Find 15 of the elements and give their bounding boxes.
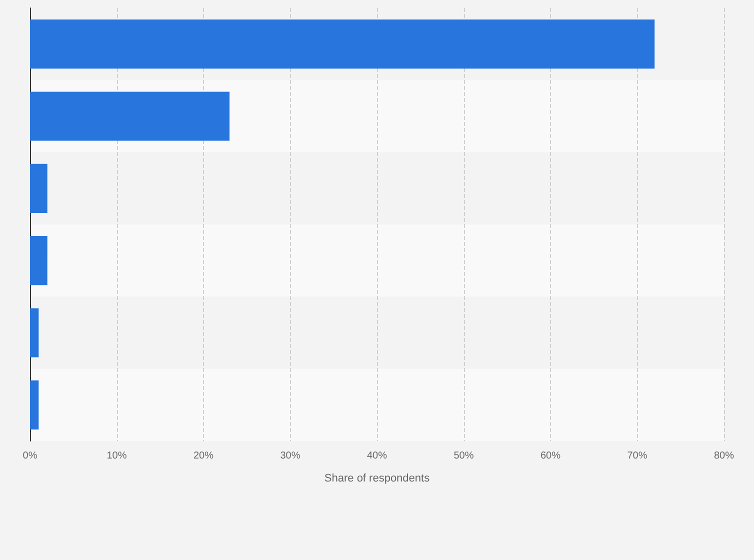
bar [30,308,39,358]
x-tick-label: 60% [540,450,561,462]
bar [30,164,48,213]
bar [30,380,39,430]
x-tick-label: 0% [22,450,38,462]
x-tick-label: 50% [454,450,474,462]
x-tick-label: 80% [714,450,734,462]
x-tick-label: 10% [106,450,127,462]
x-tick-label: 70% [627,450,648,462]
x-tick-label: 40% [366,450,388,462]
x-tick-label: 20% [193,450,214,462]
x-axis-title: Share of respondents [324,472,430,484]
bar [30,92,230,141]
x-tick-label: 30% [280,450,300,462]
bar [30,236,48,286]
